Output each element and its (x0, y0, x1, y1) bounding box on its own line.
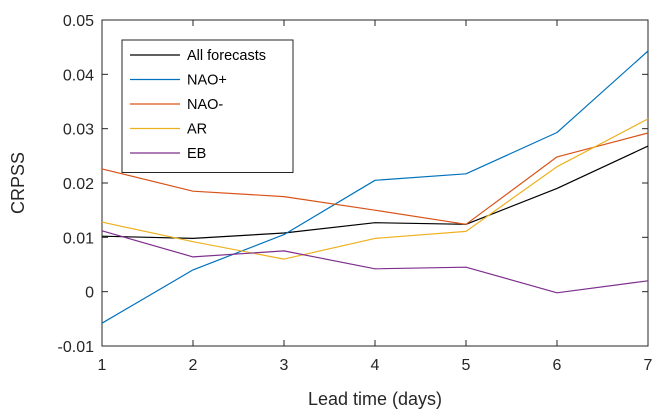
x-tick-label: 3 (280, 357, 289, 374)
y-tick-label: 0.02 (63, 176, 94, 193)
legend-label: NAO- (187, 97, 223, 113)
x-axis-label: Lead time (days) (308, 389, 442, 409)
y-tick-label: 0.04 (63, 67, 94, 84)
series-line-naoplus (101, 50, 649, 324)
legend: All forecasts NAO+ NAO- AR EB (121, 39, 294, 173)
y-tick-label: -0.01 (58, 339, 95, 356)
x-tick-label: 4 (371, 357, 380, 374)
legend-label: AR (187, 122, 207, 138)
series-line-eb (101, 230, 649, 294)
x-tick-label: 6 (553, 357, 562, 374)
legend-label: EB (187, 146, 206, 162)
series-line-naominus (101, 132, 649, 225)
y-axis-ticks: -0.01 0 0.01 0.02 0.03 0.04 0.05 (58, 13, 648, 356)
series-line-ar (101, 118, 649, 260)
legend-box (121, 39, 294, 173)
x-tick-label: 1 (98, 357, 107, 374)
y-tick-label: 0.01 (63, 230, 94, 247)
y-tick-label: 0 (85, 285, 94, 302)
y-axis-label: CRPSS (8, 152, 28, 214)
x-tick-label: 7 (644, 357, 653, 374)
legend-label: All forecasts (187, 48, 266, 64)
y-tick-label: 0.03 (63, 122, 94, 139)
series-line-all-forecasts (101, 145, 649, 239)
series-lines (101, 50, 649, 324)
x-tick-label: 2 (189, 357, 198, 374)
x-tick-label: 5 (462, 357, 471, 374)
y-tick-label: 0.05 (63, 13, 94, 30)
x-axis-ticks: 1 2 3 4 5 6 7 (98, 20, 653, 374)
legend-label: NAO+ (187, 73, 227, 89)
